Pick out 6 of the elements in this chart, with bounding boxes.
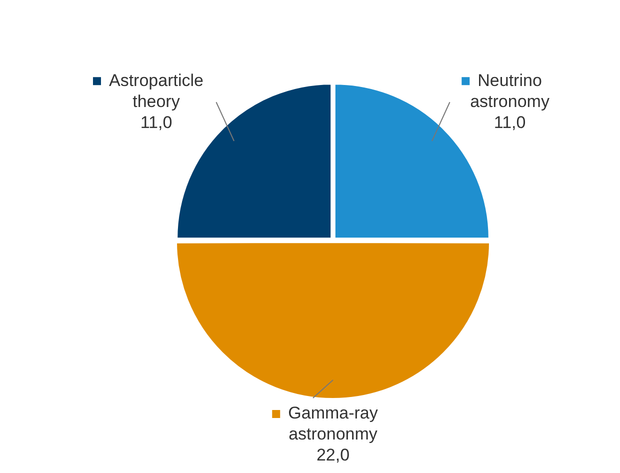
data-label: 11,0 <box>140 112 172 132</box>
data-label: 11,0 <box>494 112 526 132</box>
data-label: 22,0 <box>316 446 350 465</box>
legend-label: Astroparticle theory <box>108 70 204 111</box>
legend-label: Neutrino astronomy <box>470 70 550 111</box>
legend-label: Gamma-ray astrononmy <box>288 404 378 444</box>
